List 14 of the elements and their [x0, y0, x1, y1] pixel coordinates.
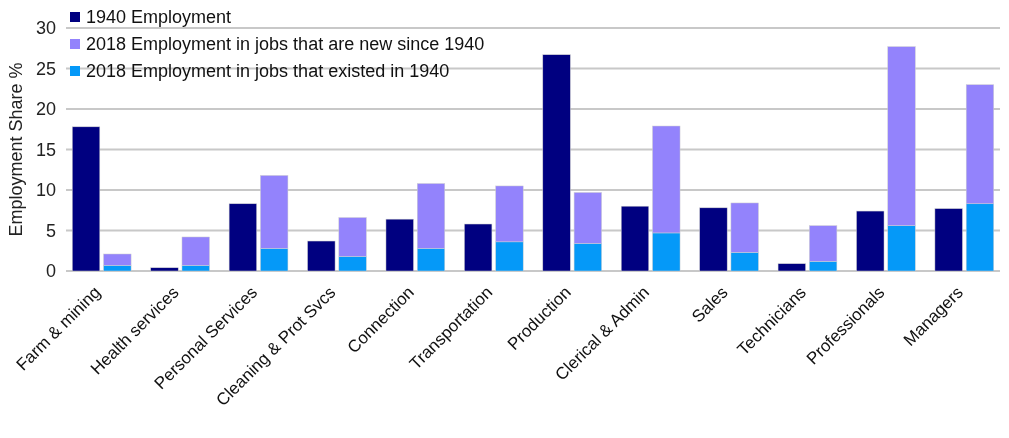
bar [777, 263, 806, 272]
legend-label: 2018 Employment in jobs that existed in 1940 [86, 61, 450, 82]
bar [307, 240, 336, 272]
y-tick-label: 5 [45, 220, 56, 241]
y-tick-label: 0 [45, 261, 56, 282]
y-tick-label: 15 [35, 139, 56, 160]
y-tick-label: 20 [35, 99, 56, 120]
legend-label: 2018 Employment in jobs that are new since 1940 [86, 34, 485, 55]
y-tick-label: 30 [35, 18, 56, 39]
y-tick-label: 25 [35, 58, 56, 79]
y-tick-label: 10 [35, 180, 56, 201]
y-axis-title: Employment Share % [6, 62, 26, 237]
legend-label: 1940 Employment [86, 7, 232, 28]
bar [150, 267, 179, 272]
